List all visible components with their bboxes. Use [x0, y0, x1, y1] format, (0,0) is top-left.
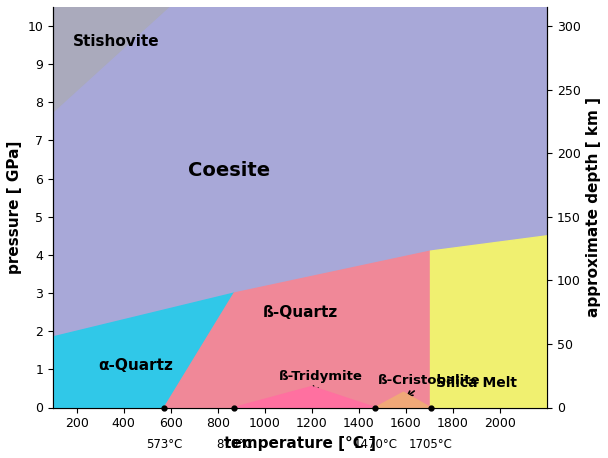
Text: α-Quartz: α-Quartz — [98, 358, 173, 373]
Polygon shape — [164, 251, 430, 408]
Polygon shape — [375, 393, 430, 408]
Text: 1470°C: 1470°C — [353, 438, 397, 451]
Polygon shape — [234, 387, 375, 408]
Text: 1705°C: 1705°C — [409, 438, 452, 451]
Text: Stishovite: Stishovite — [73, 33, 160, 49]
Polygon shape — [53, 293, 234, 408]
Text: ß-Tridymite: ß-Tridymite — [279, 370, 363, 392]
Text: ß-Quartz: ß-Quartz — [263, 305, 337, 320]
Polygon shape — [430, 236, 547, 408]
Text: 573°C: 573°C — [146, 438, 182, 451]
Y-axis label: approximate depth [ km ]: approximate depth [ km ] — [586, 97, 601, 317]
Text: 870°C: 870°C — [216, 438, 252, 451]
Text: Coesite: Coesite — [188, 162, 271, 180]
X-axis label: temperature [°C ]: temperature [°C ] — [224, 436, 376, 451]
Y-axis label: pressure [ GPa]: pressure [ GPa] — [7, 141, 22, 274]
Text: Silica Melt: Silica Melt — [436, 376, 517, 390]
Polygon shape — [53, 7, 547, 337]
Polygon shape — [53, 7, 547, 114]
Text: ß-Cristobalite: ß-Cristobalite — [378, 374, 480, 396]
